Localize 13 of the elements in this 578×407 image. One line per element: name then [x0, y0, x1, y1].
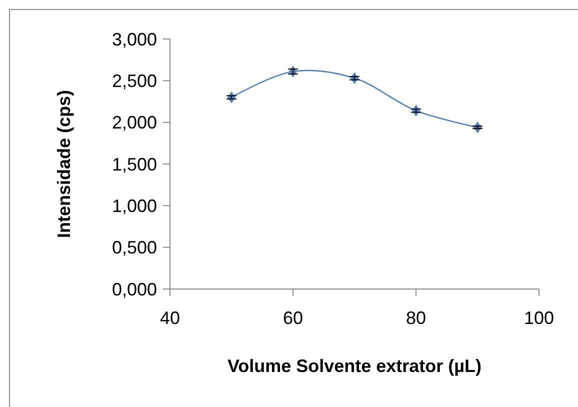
x-tick-label: 100: [524, 308, 554, 328]
y-tick-label: 0,500: [112, 238, 157, 258]
x-axis-title: Volume Solvente extrator (µL): [227, 356, 482, 376]
x-tick-label: 40: [160, 308, 180, 328]
y-axis-title: Intensidade (cps): [54, 90, 74, 238]
y-tick-label: 0,000: [112, 279, 157, 300]
y-tick-label: 2,000: [112, 112, 157, 133]
y-tick-label: 1,000: [112, 196, 157, 216]
y-tick-label: 1,500: [112, 154, 157, 174]
y-tick-label: 3,000: [112, 29, 157, 50]
x-tick-label: 60: [282, 308, 304, 328]
x-tick-label: 80: [406, 308, 426, 328]
y-tick-label: 2,500: [112, 70, 157, 91]
